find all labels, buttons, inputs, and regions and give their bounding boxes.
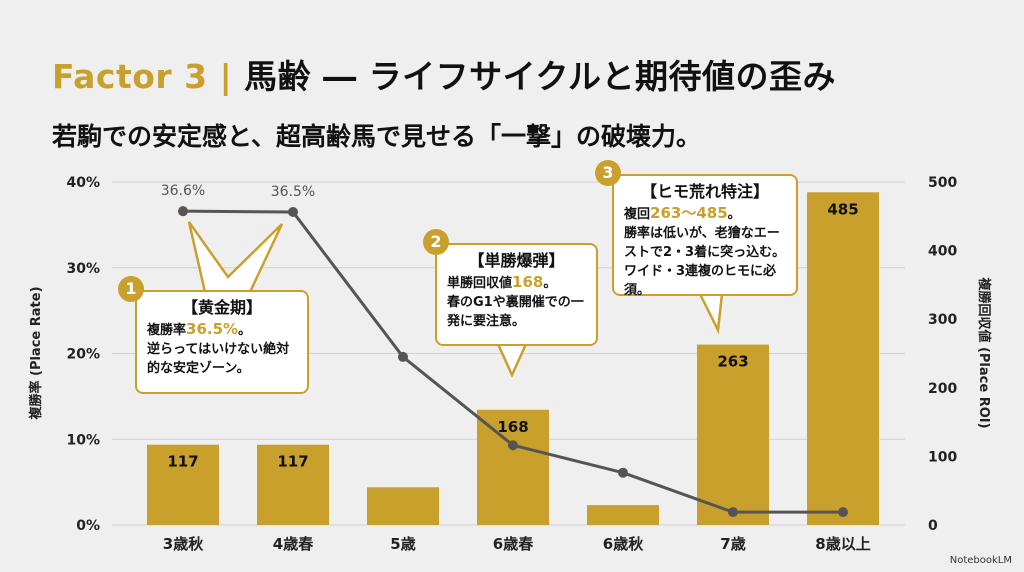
category-label: 6歳秋	[603, 535, 644, 553]
rate-point	[178, 206, 188, 217]
rate-point	[508, 440, 518, 451]
callout-number-1: 1	[118, 276, 144, 302]
title-main: 馬齢 ― ライフサイクルと期待値の歪み	[232, 57, 836, 96]
callout-body: 逆らってはいけない絶対的な安定ゾーン。	[147, 342, 290, 376]
callout-text: 。	[543, 276, 557, 291]
rate-point	[838, 507, 848, 518]
callout-number-3: 3	[595, 160, 621, 186]
category-label: 3歳秋	[163, 535, 204, 553]
bar	[257, 444, 329, 525]
rate-value-label: 36.5%	[271, 184, 315, 200]
bar-value-label: 263	[717, 353, 748, 371]
callout-value: 263〜485	[650, 204, 728, 222]
callout-body: 春のG1や裏開催での一発に要注意。	[447, 295, 584, 329]
right-axis-label: 複勝回収値 (Place ROI)	[976, 276, 992, 428]
rate-point	[398, 351, 408, 362]
notebooklm-logo: NotebookLM	[949, 555, 1012, 566]
right-tick-label: 100	[928, 449, 957, 465]
callout-2: 【単勝爆弾】 単勝回収値168。 春のG1や裏開催での一発に要注意。	[435, 243, 598, 346]
left-tick-label: 40%	[66, 175, 100, 191]
bar	[697, 344, 769, 525]
bar	[807, 192, 879, 526]
page-title: Factor 3 | 馬齢 ― ライフサイクルと期待値の歪み	[52, 50, 836, 98]
callout-tail	[187, 221, 284, 294]
callout-1: 【黄金期】 複勝率36.5%。 逆らってはいけない絶対的な安定ゾーン。	[135, 290, 309, 394]
callout-text: 複回	[624, 207, 651, 222]
rate-point	[618, 467, 628, 478]
bar	[147, 444, 219, 525]
rate-point	[728, 507, 738, 518]
rate-value-label: 36.6%	[161, 183, 205, 199]
left-tick-label: 0%	[76, 518, 100, 534]
callout-heading: 【単勝爆弾】	[468, 251, 565, 270]
bar-value-label: 117	[277, 453, 308, 471]
title-prefix: Factor 3 |	[52, 57, 233, 96]
callout-heading: 【ヒモ荒れ特注】	[640, 182, 769, 201]
callout-value: 168	[512, 273, 544, 291]
callout-body: 勝率は低いが、老獪なエーストで2・3着に突っ込む。ワイド・3連複のヒモに必須。	[624, 226, 786, 298]
callout-text: 。	[238, 323, 252, 338]
left-tick-label: 20%	[66, 347, 100, 363]
right-tick-label: 400	[928, 244, 957, 260]
left-axis-label: 複勝率 (Place Rate)	[28, 286, 44, 420]
callout-value: 36.5%	[186, 320, 239, 338]
callout-text: 複勝率	[147, 323, 187, 338]
bar-value-label: 168	[497, 418, 528, 436]
bar-value-label: 117	[167, 453, 198, 471]
bar	[477, 409, 549, 525]
category-label: 8歳以上	[815, 535, 870, 553]
right-tick-label: 0	[928, 518, 938, 534]
subtitle: 若駒での安定感と、超高齢馬で見せる「一撃」の破壊力。	[52, 122, 702, 151]
right-tick-label: 200	[928, 381, 957, 397]
left-tick-label: 30%	[66, 261, 100, 277]
callout-tail	[496, 342, 528, 379]
category-label: 5歳	[390, 535, 415, 553]
bar-value-label: 485	[827, 200, 858, 218]
callout-text: 単勝回収値	[447, 276, 513, 291]
callout-3: 【ヒモ荒れ特注】 複回263〜485。 勝率は低いが、老獪なエーストで2・3着に…	[612, 174, 798, 298]
bar	[367, 487, 439, 525]
category-label: 4歳春	[273, 535, 313, 553]
right-tick-label: 300	[928, 312, 957, 328]
callout-heading: 【黄金期】	[181, 298, 262, 317]
rate-point	[288, 207, 298, 218]
callout-text: 。	[727, 207, 741, 222]
category-label: 6歳春	[493, 535, 533, 553]
right-tick-label: 500	[928, 175, 957, 191]
callout-number-2: 2	[423, 229, 449, 255]
bar	[587, 505, 659, 525]
left-tick-label: 10%	[66, 432, 100, 448]
category-label: 7歳	[720, 535, 745, 553]
